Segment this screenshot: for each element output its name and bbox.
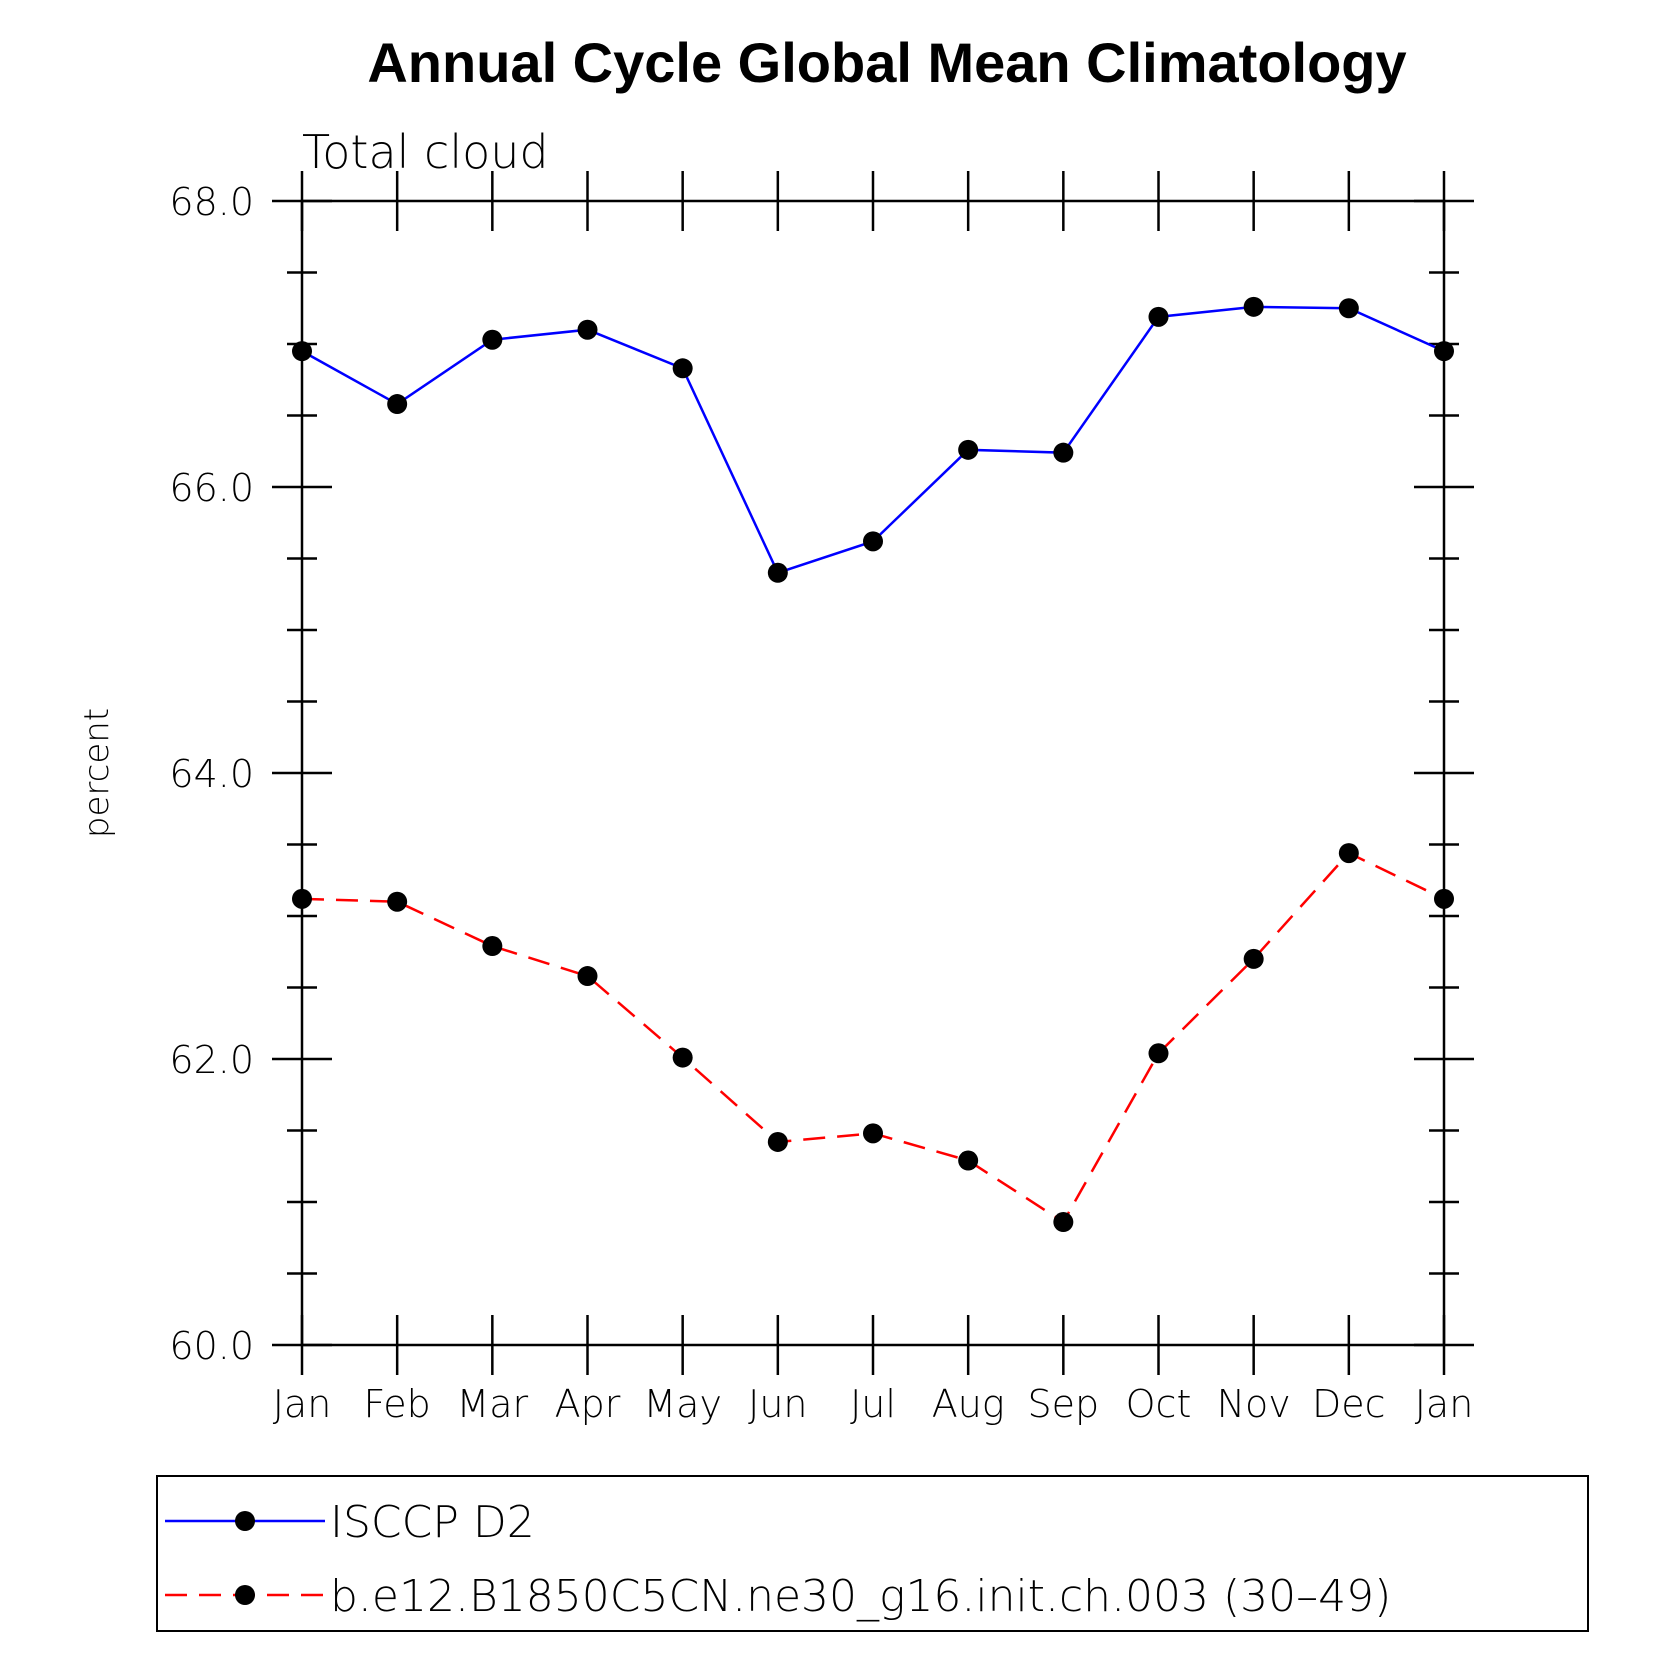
series-2-point bbox=[672, 1047, 693, 1068]
series-1-point bbox=[863, 531, 883, 552]
series-2-point bbox=[1148, 1043, 1169, 1064]
series-2-point bbox=[863, 1123, 883, 1144]
x-tick-label: May bbox=[643, 1382, 722, 1426]
series-1-point bbox=[577, 319, 598, 340]
series-1-point bbox=[958, 439, 979, 460]
x-tick-labels: Jan Feb Mar Apr May Jun Jul Aug Sep Oct Nov Dec Jan bbox=[273, 1382, 1474, 1426]
series-1-point bbox=[1148, 306, 1169, 327]
legend-box bbox=[156, 1475, 1589, 1632]
series-2-point bbox=[1053, 1212, 1074, 1233]
legend-label-2: b.e12.B1850C5CN.ne30_g16.init.ch.003 (30… bbox=[330, 1571, 1391, 1622]
series-2-point bbox=[482, 936, 503, 957]
y-tick-label: 68.0 bbox=[169, 180, 254, 224]
series-2-point bbox=[1243, 948, 1264, 969]
series-2-point bbox=[292, 888, 312, 909]
legend-marker-1 bbox=[235, 1511, 255, 1531]
series-1-point bbox=[767, 562, 788, 583]
legend-marker-2 bbox=[235, 1585, 255, 1605]
series-1-point bbox=[482, 329, 503, 350]
y-tick-label: 64.0 bbox=[169, 752, 254, 796]
x-tick-label: Jul bbox=[850, 1382, 896, 1426]
x-tick-label: Nov bbox=[1217, 1382, 1291, 1426]
plot-frame bbox=[300, 199, 1446, 1347]
series-1-point bbox=[1243, 296, 1264, 317]
series-1-point bbox=[1434, 341, 1454, 362]
series-2-point bbox=[1434, 888, 1454, 909]
x-tick-label: Sep bbox=[1028, 1382, 1100, 1426]
x-tick-label: Jan bbox=[273, 1382, 332, 1426]
x-tick-label: Oct bbox=[1126, 1382, 1192, 1426]
series-1-point bbox=[292, 341, 312, 362]
x-tick-label: Aug bbox=[932, 1382, 1005, 1426]
series-2-point bbox=[1338, 843, 1359, 864]
y-tick-label: 66.0 bbox=[169, 466, 254, 510]
x-tick-label: Jan bbox=[1415, 1382, 1474, 1426]
y-tick-label: 62.0 bbox=[169, 1038, 254, 1082]
x-tick-label: Feb bbox=[364, 1382, 431, 1426]
series-2-point bbox=[958, 1150, 979, 1171]
y-tick-label: 60.0 bbox=[169, 1324, 254, 1368]
series-2-point bbox=[577, 966, 598, 987]
series-1-point bbox=[1338, 298, 1359, 319]
legend-label-1: ISCCP D2 bbox=[330, 1497, 535, 1548]
x-tick-label: Dec bbox=[1312, 1382, 1386, 1426]
x-tick-label: Jun bbox=[748, 1382, 807, 1426]
series-1-point bbox=[387, 394, 408, 415]
legend: ISCCP D2 b.e12.B1850C5CN.ne30_g16.init.ch… bbox=[165, 1497, 1391, 1622]
y-tick-labels: 60.0 62.0 64.0 66.0 68.0 bbox=[169, 180, 254, 1368]
data-series bbox=[292, 296, 1454, 1233]
chart-subtitle: Total cloud bbox=[302, 125, 549, 179]
axis-ticks bbox=[272, 171, 1474, 1375]
series-2-point bbox=[387, 891, 408, 912]
series-1-point bbox=[1053, 442, 1074, 463]
y-axis-label: percent bbox=[77, 708, 117, 838]
series-2-point bbox=[767, 1131, 788, 1152]
series-1-point bbox=[672, 358, 693, 379]
x-tick-label: Apr bbox=[555, 1382, 621, 1426]
x-tick-label: Mar bbox=[456, 1382, 528, 1426]
chart-title: Annual Cycle Global Mean Climatology bbox=[367, 31, 1406, 94]
series-line-2 bbox=[301, 851, 1445, 1224]
